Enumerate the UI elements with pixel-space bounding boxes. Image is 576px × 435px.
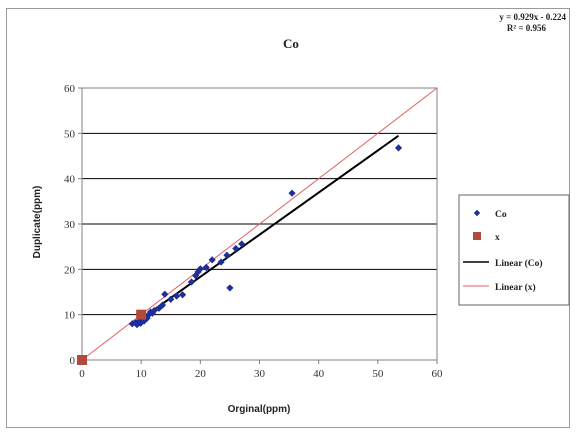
data-point-co [148,309,157,317]
trendline-linear-co [137,134,400,322]
legend-label-x: x [495,233,500,243]
y-tick-label: 0 [70,355,76,367]
data-point-co [140,317,148,325]
data-point-co [232,244,240,253]
data-point-co [217,258,225,266]
y-tick-label: 60 [64,83,76,95]
legend-items: Co x Linear (Co) Linear (x) [463,209,543,293]
data-point-co [238,240,246,248]
data-point-co [223,251,231,259]
data-point-co [288,189,296,197]
data-point-co [158,301,167,309]
data-point-co [202,263,210,272]
y-tick-label: 50 [64,128,76,140]
legend: Co x Linear (Co) Linear (x) [458,194,570,306]
y-tick-label: 20 [64,264,76,276]
x-tick-label: 0 [79,368,85,380]
y-tick-label: 10 [64,310,76,322]
legend-label-linear-co: Linear (Co) [495,258,543,269]
x-tick-label: 30 [254,368,266,380]
x-tick-label: 10 [136,368,148,380]
data-point-co [194,268,202,276]
legend-swatch-co [473,209,481,217]
data-point-co [226,284,234,292]
plot-area [81,87,438,361]
tick-labels: 0 10 20 30 40 50 60 0 10 20 30 40 50 60 [64,83,443,380]
y-tick-label: 40 [64,174,76,186]
data-point-co [173,292,181,300]
trendline-r-squared: R² = 0.956 [507,23,547,33]
chart-title: Co [283,36,299,51]
y-axis-title: Duplicate(ppm) [32,186,43,259]
x-tick-label: 50 [372,368,384,380]
x-tick-label: 20 [195,368,207,380]
data-point-co [178,291,187,299]
legend-swatch-x [473,232,481,240]
data-point-co [208,256,216,264]
data-points [77,144,403,365]
trendline-equation: y = 0.929x - 0.224 [499,12,566,22]
data-point-x [136,309,147,320]
data-point-co [135,317,143,325]
x-tick-label: 60 [432,368,444,380]
data-point-co [136,319,145,327]
data-point-x [77,355,87,365]
data-point-co [394,144,403,152]
data-point-co [161,290,169,298]
data-point-co [133,321,141,329]
data-point-co [196,265,204,273]
legend-label-co: Co [495,210,507,220]
y-tick-label: 30 [64,219,76,231]
data-point-co [187,278,196,286]
x-axis-title: Orginal(ppm) [228,404,291,415]
data-point-co [167,295,175,303]
x-tick-label: 40 [313,368,325,380]
legend-label-linear-x: Linear (x) [495,282,536,293]
